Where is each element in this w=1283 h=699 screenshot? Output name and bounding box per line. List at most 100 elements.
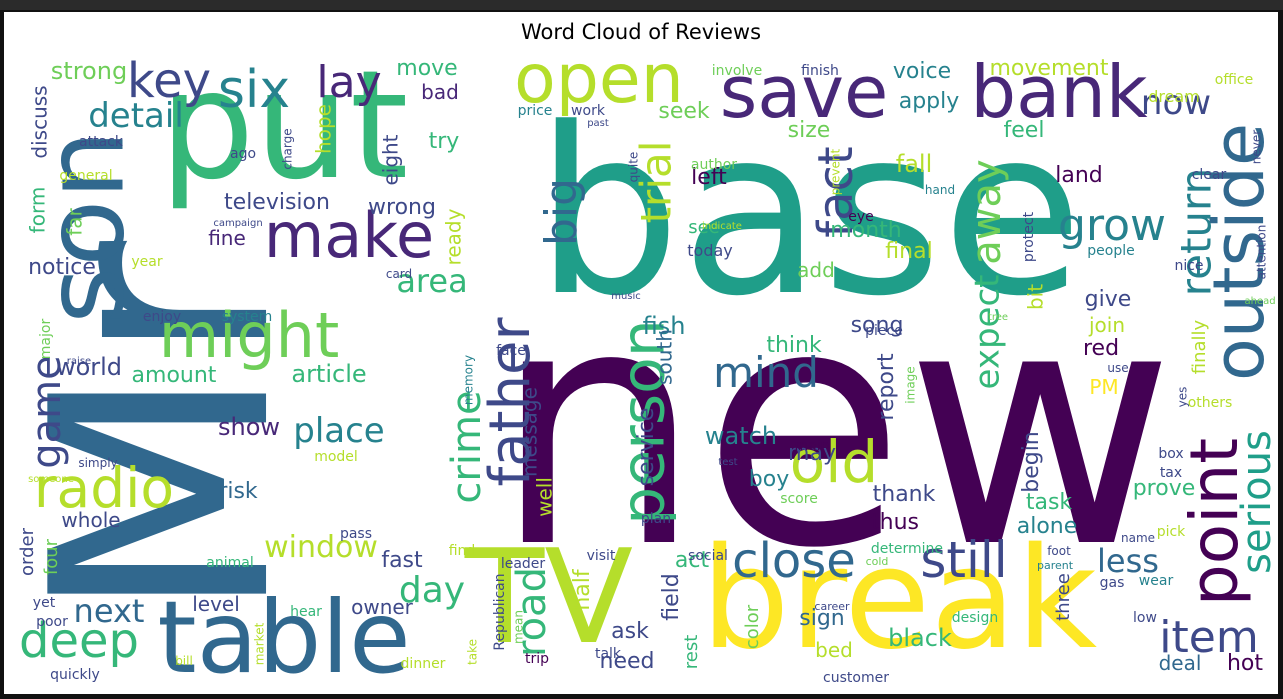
word-need: need — [600, 649, 655, 674]
word-big: big — [536, 178, 587, 246]
word-expect: expect — [968, 275, 1008, 390]
word-today: today — [687, 241, 733, 260]
word-never: never — [1250, 130, 1264, 164]
word-pick: pick — [1157, 524, 1186, 540]
word-memory: memory — [462, 355, 476, 405]
word-leader: leader — [501, 556, 546, 572]
word-fall: fall — [896, 150, 933, 178]
word-cloud-figure: new base Mr put break son TV table save bank open o… — [4, 12, 1278, 694]
word-republican: Republican — [492, 573, 508, 650]
word-market: market — [253, 622, 267, 665]
word-yes: yes — [1176, 387, 1190, 408]
word-game: game — [24, 355, 70, 468]
word-card: card — [386, 267, 412, 281]
word-new: new — [493, 236, 1175, 620]
word-wear: wear — [1139, 573, 1174, 589]
word-someone: someone — [28, 474, 74, 485]
word-test: test — [718, 457, 737, 468]
word-clear: clear — [1192, 167, 1227, 183]
word-risk: risk — [218, 479, 258, 504]
word-score: score — [780, 491, 818, 507]
word-deep: deep — [19, 613, 139, 669]
word-world: world — [56, 353, 122, 381]
word-final: final — [885, 239, 932, 264]
word-year: year — [131, 254, 162, 270]
word-prove: prove — [1133, 476, 1196, 501]
word-simply: simply — [78, 456, 117, 470]
word-outside: outside — [1198, 123, 1278, 381]
word-fish: fish — [643, 312, 686, 340]
word-people: people — [1087, 243, 1134, 259]
word-system: system — [222, 309, 273, 325]
word-charge: charge — [281, 128, 295, 169]
word-see: see — [688, 217, 720, 238]
word-service: service — [634, 408, 659, 487]
word-piece: piece — [865, 323, 903, 339]
word-break: break — [701, 518, 1097, 681]
word-field: field — [659, 573, 684, 620]
word-trip: trip — [525, 651, 549, 667]
word-color: color — [742, 604, 763, 649]
word-eight: eight — [379, 134, 403, 185]
word-left: left — [691, 165, 727, 190]
word-father: father — [478, 317, 543, 487]
word-give: give — [1085, 287, 1132, 312]
word-mind: mind — [713, 348, 819, 397]
word-serious: serious — [1234, 430, 1278, 574]
word-finally: finally — [1189, 319, 1210, 374]
word-table: table — [157, 579, 410, 694]
word-try: try — [429, 129, 460, 154]
word-eye: eye — [848, 209, 874, 225]
word-level: level — [192, 592, 240, 616]
word-area: area — [396, 262, 467, 300]
word-attack: attack — [79, 134, 124, 150]
word-television: television — [224, 190, 330, 215]
word-raise: raise — [67, 356, 91, 367]
word-career: career — [814, 600, 850, 613]
word-fact: fact — [808, 146, 864, 238]
word-pm: PM — [1089, 375, 1118, 399]
word-discuss: discuss — [28, 85, 52, 158]
word-may: may — [788, 441, 836, 466]
word-item: item — [1159, 612, 1258, 663]
word-finish: finish — [801, 63, 839, 79]
word-land: land — [1055, 163, 1103, 188]
word-seek: seek — [658, 99, 710, 124]
word-add: add — [797, 258, 835, 282]
word-feel: feel — [1004, 118, 1045, 143]
word-now: now — [1141, 83, 1211, 123]
word-campaign: campaign — [213, 218, 262, 229]
word-face: face — [496, 343, 526, 359]
word-foot: foot — [1047, 544, 1071, 558]
word-general: general — [59, 168, 112, 184]
word-name: name — [1121, 531, 1155, 545]
word-act: act — [675, 548, 710, 573]
word-ahead: ahead — [1244, 296, 1275, 307]
word-owner: owner — [351, 595, 414, 619]
word-gas: gas — [1100, 575, 1125, 591]
word-thank: thank — [873, 482, 936, 507]
word-parent: parent — [1037, 559, 1074, 572]
word-four: four — [41, 538, 62, 575]
word-past: past — [587, 118, 609, 129]
word-article: article — [291, 360, 366, 388]
chart-title: Word Cloud of Reviews — [520, 20, 762, 44]
word-tv: TV — [464, 521, 633, 673]
word-crime: crime — [444, 390, 490, 503]
word-grow: grow — [1058, 200, 1166, 251]
word-work: work — [571, 103, 606, 119]
word-report: report — [874, 353, 899, 421]
word-still: still — [920, 531, 1007, 589]
word-make: make — [264, 199, 434, 272]
word-price: price — [518, 103, 553, 119]
word-son: son — [20, 130, 148, 324]
word-talk: talk — [595, 646, 622, 662]
word-visit: visit — [587, 548, 616, 564]
word-customer: customer — [823, 670, 889, 686]
word-join: join — [1088, 313, 1125, 337]
word-find: find — [449, 543, 476, 559]
word-radio: radio — [34, 456, 174, 520]
word-deal: deal — [1159, 651, 1202, 675]
